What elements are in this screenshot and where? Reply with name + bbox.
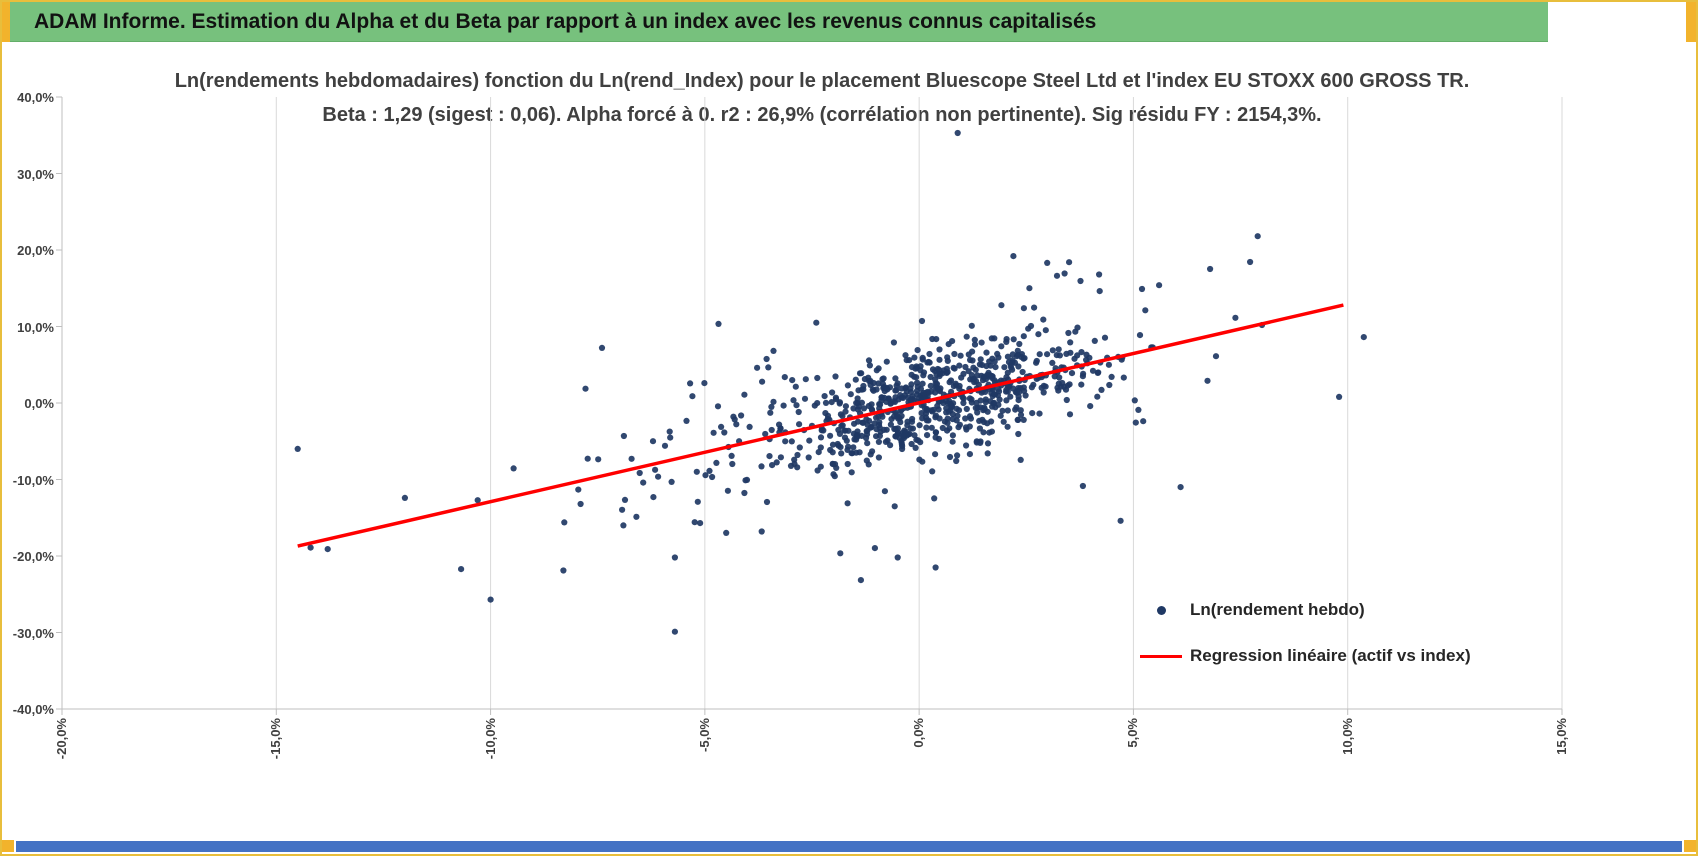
bottom-left-accent: [2, 840, 14, 852]
y-axis-tick-label: 10,0%: [17, 319, 54, 335]
y-axis-tick-label: 30,0%: [17, 166, 54, 182]
legend-item-regression[interactable]: Regression linéaire (actif vs index): [1132, 633, 1552, 679]
y-axis-tick-label: 40,0%: [17, 90, 54, 105]
scatter-plot: [56, 96, 1563, 715]
x-axis-tick-label: -20,0%: [54, 718, 69, 760]
legend-label-regression: Regression linéaire (actif vs index): [1190, 646, 1471, 665]
y-axis-tick-label: 0,0%: [24, 396, 54, 411]
x-axis-tick-label: 0,0%: [911, 718, 927, 748]
y-axis-tick-label: 20,0%: [17, 243, 54, 258]
scatter-dot-marker: [1156, 605, 1166, 615]
y-axis-tick-label: -20,0%: [12, 549, 54, 564]
top-right-accent: [1686, 2, 1696, 42]
header-bar: ADAM Informe. Estimation du Alpha et du …: [10, 2, 1548, 42]
chart-area: Ln(rendements hebdomadaires) fonction du…: [2, 42, 1696, 838]
x-axis-tick-label: -5,0%: [696, 718, 712, 752]
chart-legend: Ln(rendement hebdo) Regression linéaire …: [1132, 587, 1552, 679]
page-title: ADAM Informe. Estimation du Alpha et du …: [34, 9, 1097, 33]
bottom-bar: [2, 838, 1696, 854]
x-axis-tick-label: -15,0%: [268, 718, 284, 760]
y-axis-tick-label: -40,0%: [12, 702, 54, 717]
x-axis-tick-label: -10,0%: [482, 718, 498, 760]
y-axis-tick-label: -10,0%: [12, 472, 54, 488]
chart-title-line1: Ln(rendements hebdomadaires) fonction du…: [174, 70, 1470, 92]
x-axis-tick-label: 5,0%: [1125, 718, 1141, 748]
x-axis-tick-label: 15,0%: [1554, 718, 1569, 755]
chart-title-line2: Beta : 1,29 (sigest : 0,06). Alpha forcé…: [322, 104, 1322, 126]
y-axis-tick-label: -30,0%: [12, 625, 54, 641]
regression-line-marker: [1140, 654, 1182, 658]
legend-label-scatter: Ln(rendement hebdo): [1190, 600, 1365, 619]
scatter-marker-cell: [1132, 605, 1190, 615]
legend-item-scatter[interactable]: Ln(rendement hebdo): [1132, 587, 1552, 633]
bottom-right-accent: [1684, 840, 1696, 852]
regression-marker-cell: [1132, 654, 1190, 658]
top-left-accent: [2, 2, 10, 42]
bottom-scrollbar[interactable]: [16, 841, 1682, 852]
x-axis-tick-label: 10,0%: [1339, 718, 1355, 755]
